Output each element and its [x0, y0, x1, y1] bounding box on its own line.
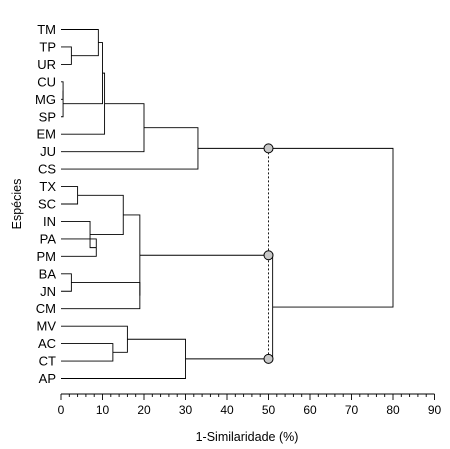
leaf-labels: TM TP UR CU MG SP EM JU CS TX SC IN PA PM BA JN CM MV AC CT…: [35, 22, 56, 386]
leaf-label-cu: CU: [37, 74, 56, 89]
leaf-label-cs: CS: [38, 162, 56, 177]
leaf-label-pa: PA: [40, 231, 57, 246]
branch-m17: [61, 325, 128, 353]
x-tick-label: 80: [386, 403, 400, 417]
branch-m18: [61, 338, 186, 379]
branch-m12: [77, 194, 124, 235]
leaf-label-cm: CM: [36, 301, 56, 316]
x-tick-label: 30: [179, 403, 193, 417]
leaf-label-tp: TP: [39, 39, 56, 54]
x-tick-label: 60: [303, 403, 317, 417]
branch-m13: [61, 273, 72, 292]
x-axis-title: 1-Similaridade (%): [196, 430, 299, 444]
x-tick-label: 40: [220, 403, 234, 417]
branch-m19: [139, 254, 274, 360]
dendrogram-branches: [61, 29, 394, 379]
cut-marker-m8: [263, 143, 274, 154]
branch-m4: [61, 90, 64, 118]
leaf-label-pm: PM: [37, 249, 57, 264]
cut-marker-m18: [263, 353, 274, 364]
cut-marker-m15: [263, 250, 274, 261]
cut-markers: [263, 143, 274, 364]
branch-m15: [123, 214, 141, 296]
leaf-label-ur: UR: [37, 57, 56, 72]
branch-m7: [61, 103, 145, 153]
x-tick-label: 90: [428, 403, 442, 417]
leaf-label-mg: MG: [35, 92, 56, 107]
leaf-label-sc: SC: [38, 197, 56, 212]
x-tick-label: 20: [137, 403, 151, 417]
leaf-label-ba: BA: [39, 266, 57, 281]
leaf-label-tx: TX: [39, 179, 56, 194]
branch-m9: [61, 186, 79, 205]
leaf-label-ju: JU: [40, 144, 56, 159]
leaf-label-mv: MV: [37, 319, 57, 334]
leaf-label-ac: AC: [38, 336, 56, 351]
branch-m5: [63, 42, 103, 105]
x-tick-label: 10: [96, 403, 110, 417]
x-tick-label: 0: [58, 403, 65, 417]
leaf-label-in: IN: [43, 214, 56, 229]
x-tick-label: 70: [345, 403, 359, 417]
branch-m2: [61, 29, 99, 57]
branch-m16: [61, 343, 114, 362]
x-tick-label: 50: [262, 403, 276, 417]
leaf-label-sp: SP: [39, 109, 56, 124]
branch-m1: [61, 46, 72, 65]
branch-m20: [197, 147, 394, 308]
leaf-label-ap: AP: [39, 371, 56, 386]
leaf-label-em: EM: [37, 127, 57, 142]
branch-m14: [61, 282, 141, 310]
leaf-label-jn: JN: [40, 284, 56, 299]
leaf-label-ct: CT: [39, 354, 56, 369]
y-axis-title: Espécies: [10, 179, 24, 230]
leaf-label-tm: TM: [37, 22, 56, 37]
x-axis: 0 10 20 30 40 50 60 70 80 90: [58, 393, 442, 417]
